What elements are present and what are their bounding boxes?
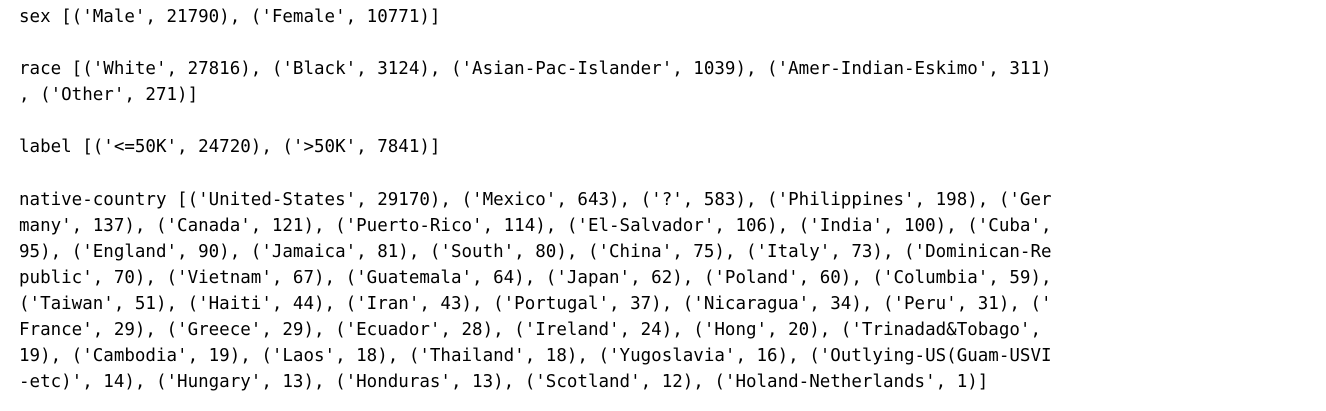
blank-line <box>19 108 1326 134</box>
blank-line <box>19 161 1326 187</box>
output-line: sex [('Male', 21790), ('Female', 10771)] <box>19 7 441 27</box>
output-line: 19), ('Cambodia', 19), ('Laos', 18), ('T… <box>19 346 1052 367</box>
output-line: native-country [('United-States', 29170)… <box>19 189 1052 210</box>
output-line: ('Taiwan', 51), ('Haiti', 44), ('Iran', … <box>19 294 1052 315</box>
output-line: label [('<=50K', 24720), ('>50K', 7841)] <box>19 137 441 158</box>
output-line: -etc)', 14), ('Hungary', 13), ('Honduras… <box>19 372 989 393</box>
output-line: , ('Other', 271)] <box>19 85 199 106</box>
race-counts-block: race [('White', 27816), ('Black', 3124),… <box>19 56 1326 108</box>
output-line: France', 29), ('Greece', 29), ('Ecuador'… <box>19 320 1041 341</box>
blank-line <box>19 30 1326 56</box>
sex-counts-block: sex [('Male', 21790), ('Female', 10771)] <box>19 4 1326 30</box>
output-line: race [('White', 27816), ('Black', 3124),… <box>19 59 1052 80</box>
native-country-counts-block: native-country [('United-States', 29170)… <box>19 187 1326 396</box>
output-line: public', 70), ('Vietnam', 67), ('Guatema… <box>19 267 1052 288</box>
output-line: many', 137), ('Canada', 121), ('Puerto-R… <box>19 215 1052 236</box>
label-counts-block: label [('<=50K', 24720), ('>50K', 7841)] <box>19 134 1326 160</box>
output-line: 95), ('England', 90), ('Jamaica', 81), (… <box>19 241 1052 262</box>
